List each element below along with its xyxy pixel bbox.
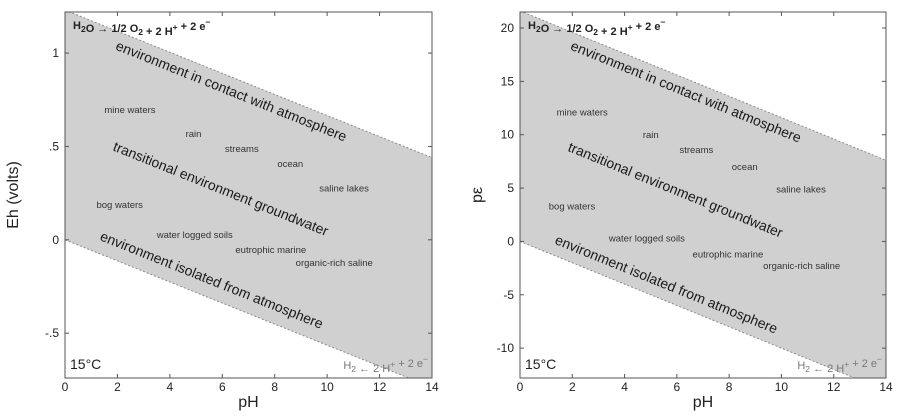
example-label: ocean <box>732 162 758 173</box>
example-label: streams <box>679 145 713 156</box>
lower-boundary-line <box>65 239 411 378</box>
x-tick-label: 14 <box>879 380 893 394</box>
y-axis-title: pε <box>469 187 486 203</box>
x-tick-label: 10 <box>775 380 789 394</box>
y-tick-label: -.5 <box>45 326 59 340</box>
x-tick-label: 4 <box>167 380 174 394</box>
lower-boundary-line <box>520 240 856 378</box>
x-tick-label: 12 <box>827 380 841 394</box>
x-tick-label: 6 <box>219 380 226 394</box>
example-label: bog waters <box>96 200 143 211</box>
chart-eh-ph: environment in contact with atmospheretr… <box>5 11 439 411</box>
y-tick-label: .5 <box>49 139 59 153</box>
example-label: mine waters <box>557 108 608 119</box>
x-tick-label: 10 <box>320 380 334 394</box>
y-tick-label: 10 <box>501 128 515 142</box>
example-label: ocean <box>277 159 303 170</box>
example-label: saline lakes <box>776 184 826 195</box>
y-tick-label: 0 <box>52 233 59 247</box>
x-tick-label: 0 <box>517 380 524 394</box>
upper-boundary-line <box>68 12 432 159</box>
oxidation-reaction-label: H2O → 1/2 O2 + 2 H+ + 2 e− <box>73 17 210 38</box>
x-axis-title: pH <box>238 394 258 411</box>
chart-pe-ph: environment in contact with atmospheretr… <box>469 11 893 411</box>
x-tick-label: 2 <box>114 380 121 394</box>
example-label: organic-rich saline <box>296 258 373 269</box>
y-tick-label: 0 <box>507 234 514 248</box>
y-tick-label: 5 <box>507 181 514 195</box>
example-label: rain <box>186 129 202 140</box>
plot-area: environment in contact with atmospheretr… <box>65 12 432 378</box>
water-stability-field <box>65 12 432 378</box>
y-tick-label: 1 <box>52 46 59 60</box>
temperature-label: 15°C <box>70 356 101 372</box>
example-label: bog waters <box>549 201 596 212</box>
example-label: water logged soils <box>608 233 685 244</box>
y-axis-title: Eh (volts) <box>5 161 22 229</box>
x-tick-label: 8 <box>271 380 278 394</box>
upper-boundary-line <box>521 12 886 161</box>
x-tick-label: 0 <box>62 380 69 394</box>
example-label: rain <box>643 130 659 141</box>
example-label: water logged soils <box>156 230 233 241</box>
y-tick-label: -5 <box>503 288 514 302</box>
oxidation-reaction-label: H2O → 1/2 O2 + 2 H+ + 2 e− <box>528 17 665 38</box>
example-label: organic-rich saline <box>763 261 840 272</box>
x-tick-label: 12 <box>373 380 387 394</box>
reduction-reaction-label: H2 ← 2 H+ + 2 e− <box>797 354 882 375</box>
plot-area: environment in contact with atmospheretr… <box>520 12 886 378</box>
x-tick-label: 4 <box>621 380 628 394</box>
x-tick-label: 6 <box>674 380 681 394</box>
water-stability-field <box>520 12 886 378</box>
example-label: streams <box>225 144 259 155</box>
x-tick-label: 8 <box>726 380 733 394</box>
x-axis-title: pH <box>693 394 713 411</box>
reduction-reaction-label: H2 ← 2 H+ + 2 e− <box>343 354 428 375</box>
example-label: eutrophic marine <box>693 249 764 260</box>
example-label: eutrophic marine <box>235 245 306 256</box>
example-label: mine waters <box>104 105 155 116</box>
y-tick-label: 20 <box>501 21 515 35</box>
example-label: saline lakes <box>319 183 369 194</box>
temperature-label: 15°C <box>525 356 556 372</box>
plot-frame <box>64 11 433 379</box>
x-tick-label: 2 <box>569 380 576 394</box>
y-tick-label: 15 <box>501 74 515 88</box>
y-tick-label: -10 <box>497 341 515 355</box>
plot-frame <box>519 11 887 379</box>
x-tick-label: 14 <box>425 380 439 394</box>
